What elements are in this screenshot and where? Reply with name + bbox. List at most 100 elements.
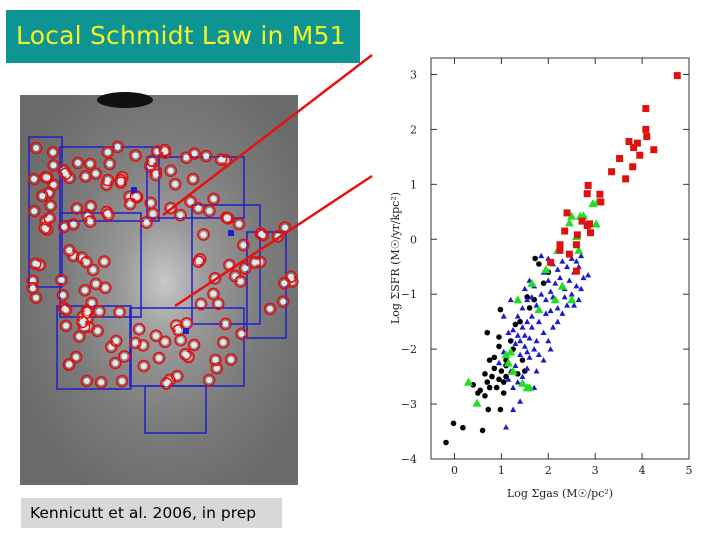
- aperture-circle: [208, 272, 222, 285]
- black-circles-point: [482, 371, 488, 377]
- aperture-circle: [114, 176, 128, 189]
- red-squares-point: [597, 198, 605, 206]
- blue-triangles-point: [519, 304, 526, 311]
- hii-region-knot: [113, 337, 120, 344]
- blue-triangles-point: [524, 365, 531, 371]
- aperture-circle: [56, 288, 70, 302]
- x-tick-label: 4: [639, 464, 646, 477]
- blue-triangles-point: [521, 332, 528, 338]
- blue-triangles-point: [542, 296, 549, 303]
- y-tick-label: 1: [410, 178, 417, 191]
- x-tick-label: 1: [498, 464, 505, 477]
- blue-triangles-point: [531, 346, 538, 352]
- hii-region-knot: [156, 355, 163, 362]
- hii-region-knot: [280, 298, 287, 305]
- aperture-circle: [271, 230, 285, 243]
- aperture-circle: [221, 212, 235, 225]
- aperture-circle: [197, 228, 210, 241]
- aperture-circle: [149, 329, 163, 343]
- m51-halpha-image: [20, 92, 299, 485]
- hii-region-knot: [177, 337, 184, 344]
- aperture-circle: [207, 287, 220, 301]
- hii-region-knot: [31, 176, 38, 183]
- hii-region-knot: [114, 143, 121, 150]
- aperture-circle: [78, 283, 92, 297]
- hii-region-knot: [112, 360, 119, 367]
- hii-region-knot: [104, 177, 111, 184]
- black-circles-point: [450, 420, 457, 427]
- red-squares-point: [673, 72, 681, 80]
- hii-region-knot: [215, 300, 222, 307]
- aperture-circle: [59, 167, 72, 181]
- data-points: [443, 72, 681, 446]
- blue-triangles-point: [575, 296, 582, 303]
- red-squares-point: [547, 258, 555, 266]
- aperture-circle: [254, 227, 268, 240]
- hii-region-knot: [88, 299, 95, 306]
- red-squares-point: [583, 190, 591, 198]
- center-marker: [183, 328, 189, 334]
- hii-region-knot: [74, 159, 81, 166]
- aperture-circle: [47, 158, 60, 172]
- blue-triangles-point: [554, 266, 561, 272]
- hii-region-knot: [133, 193, 140, 200]
- aperture-circle: [149, 168, 163, 182]
- aperture-circle: [59, 303, 73, 317]
- aperture-circle: [237, 238, 250, 252]
- aperture-circle: [145, 154, 159, 168]
- hii-region-knot: [136, 326, 143, 333]
- blue-triangles-point: [521, 343, 528, 349]
- aperture-circle: [38, 221, 51, 235]
- hii-region-knot: [41, 225, 48, 232]
- blue-triangles-point: [510, 384, 517, 390]
- hii-region-knot: [238, 330, 245, 337]
- aperture-circle: [210, 362, 224, 375]
- hii-region-knot: [227, 356, 234, 363]
- y-tick-label: 2: [410, 123, 417, 136]
- hii-region-knot: [116, 309, 123, 316]
- hii-region-knot: [174, 373, 181, 380]
- hii-region-knot: [182, 351, 189, 358]
- blue-triangles-point: [526, 354, 533, 360]
- hii-region-knot: [150, 210, 157, 217]
- blue-triangles-point: [547, 288, 554, 294]
- red-squares-point: [556, 241, 564, 249]
- red-squares-point: [596, 190, 604, 198]
- hii-region-knot: [222, 320, 229, 327]
- hii-region-knot: [106, 160, 113, 167]
- blue-triangles-point: [519, 373, 526, 380]
- black-circles-point: [512, 321, 519, 328]
- green-triangles-point: [508, 366, 518, 375]
- aperture-circle: [113, 305, 126, 319]
- blue-triangles-point: [533, 302, 540, 308]
- aperture-circle: [44, 199, 57, 213]
- hii-region-knot: [177, 212, 184, 219]
- green-triangles-point: [541, 264, 551, 274]
- green-triangles-point: [564, 218, 574, 227]
- aperture-circle: [84, 200, 97, 213]
- blue-triangles-point: [538, 291, 545, 297]
- red-squares-point: [643, 133, 651, 141]
- blue-triangles-point: [512, 362, 519, 369]
- aperture-circle: [232, 217, 246, 231]
- hii-region-knot: [218, 156, 225, 163]
- black-circles-point: [536, 261, 542, 267]
- aperture-circle: [91, 324, 104, 338]
- black-circles-point: [491, 365, 498, 372]
- blue-triangles-point: [533, 368, 540, 374]
- hii-region-knot: [121, 353, 128, 360]
- hii-region-knot: [147, 199, 154, 206]
- aperture-circle: [69, 350, 83, 364]
- blue-triangles-point: [535, 318, 542, 325]
- hii-region-knot: [187, 198, 194, 205]
- hii-region-knot: [47, 202, 54, 209]
- aperture-circle: [80, 255, 93, 269]
- aperture-circle: [29, 141, 43, 155]
- blue-triangles-point: [514, 313, 521, 319]
- aperture-circle: [101, 173, 115, 187]
- aperture-circle: [194, 297, 208, 311]
- hii-region-knot: [237, 278, 244, 285]
- black-circles-point: [443, 439, 449, 446]
- aperture-circle: [26, 281, 40, 295]
- aperture-circle: [214, 153, 228, 166]
